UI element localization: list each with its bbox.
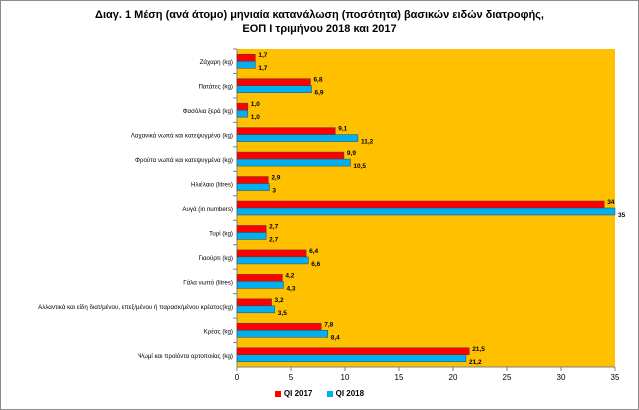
legend-label-2018: QI 2018 <box>335 389 365 398</box>
bar-2018-3 <box>236 134 359 142</box>
category-label-6: Αυγά (in numbers) <box>182 206 233 213</box>
data-label-2018-5: 3 <box>272 188 276 195</box>
bar-2018-1 <box>236 85 312 93</box>
legend-label-2017: QI 2017 <box>283 389 313 398</box>
category-label-3: Λαχανικά νωπά και κατεψυγμένα (kg) <box>131 133 233 140</box>
category-label-0: Ζάχαρη (kg) <box>200 59 233 66</box>
data-label-2018-10: 3,5 <box>278 310 287 317</box>
bar-2018-8 <box>236 256 309 265</box>
data-label-2018-11: 8,4 <box>331 334 340 341</box>
x-tick-label-6: 30 <box>557 373 566 382</box>
legend-item-2018: QI 2018 <box>326 389 365 398</box>
data-label-2018-2: 1,0 <box>251 114 260 121</box>
chart-title-line2: ΕΟΠ Ι τριμήνου 2018 και 2017 <box>242 23 397 35</box>
data-label-2017-3: 9,1 <box>338 126 347 133</box>
data-label-2017-7: 2,7 <box>269 223 278 230</box>
x-tick-label-2: 10 <box>341 373 350 382</box>
bar-2017-10 <box>236 298 272 307</box>
category-label-5: Ηλιέλαιο (litres) <box>191 182 233 189</box>
data-label-2017-1: 6,8 <box>313 77 322 84</box>
chart-title-line1: Διαγ. 1 Μέση (ανά άτομο) μηνιαία κατανάλ… <box>95 9 544 21</box>
data-label-2018-9: 4,3 <box>286 285 295 292</box>
category-label-4: Φρούτα νωπά και κατεψυγμένα (kg) <box>135 157 233 164</box>
x-tick-label-1: 5 <box>289 373 294 382</box>
data-label-2017-0: 1,7 <box>258 52 267 59</box>
bar-2018-10 <box>236 305 276 314</box>
x-tick-label-4: 20 <box>449 373 458 382</box>
bar-2018-11 <box>236 330 328 338</box>
data-label-2018-0: 1,7 <box>258 65 267 72</box>
data-label-2017-2: 1,0 <box>251 101 260 108</box>
data-label-2018-3: 11,2 <box>361 139 374 146</box>
bar-2017-1 <box>236 78 311 86</box>
data-label-2018-6: 35 <box>618 212 626 219</box>
category-label-7: Τυρί (kg) <box>209 230 233 237</box>
category-label-8: Γιαούρτι (kg) <box>198 255 233 262</box>
category-label-11: Κρέας (kg) <box>204 328 233 335</box>
chart-title: Διαγ. 1 Μέση (ανά άτομο) μηνιαία κατανάλ… <box>0 8 639 36</box>
legend: QI 2017 QI 2018 <box>0 389 639 398</box>
bar-2017-6 <box>236 200 605 209</box>
data-label-2017-9: 4,2 <box>285 272 294 279</box>
data-label-2017-11: 7,8 <box>324 321 333 328</box>
data-label-2017-5: 2,9 <box>271 175 280 182</box>
bar-2017-2 <box>236 102 249 111</box>
data-label-2017-6: 34 <box>607 199 615 206</box>
bar-2018-0 <box>236 60 256 69</box>
data-label-2017-10: 3,2 <box>275 297 284 304</box>
bar-2017-8 <box>236 249 307 258</box>
category-label-12: Ψωμί και προϊόντα αρτοποιίας (kg) <box>138 353 233 360</box>
bar-2018-5 <box>236 183 270 191</box>
bar-2018-9 <box>236 281 284 289</box>
data-label-2018-8: 6,6 <box>311 261 320 268</box>
category-label-9: Γάλα νωπό (litres) <box>183 279 233 286</box>
data-label-2017-12: 21,5 <box>472 346 485 353</box>
bar-2017-7 <box>236 225 267 233</box>
x-tick-label-0: 0 <box>235 373 240 382</box>
data-label-2018-4: 10,5 <box>353 163 366 170</box>
category-label-10: Αλλαντικά και είδη διατ/μένου, επεξ/μένο… <box>38 304 233 311</box>
bar-2018-2 <box>236 109 249 118</box>
x-tick-label-5: 25 <box>503 373 512 382</box>
bar-2017-4 <box>236 151 345 160</box>
bar-2018-6 <box>236 207 616 216</box>
bar-2017-5 <box>236 176 269 184</box>
data-label-2018-12: 21,2 <box>469 359 482 366</box>
data-label-2017-4: 9,9 <box>347 150 356 157</box>
legend-swatch-2017 <box>274 390 281 397</box>
legend-item-2017: QI 2017 <box>274 389 313 398</box>
bar-2017-9 <box>236 274 283 282</box>
bar-2017-12 <box>236 347 470 356</box>
x-tick-label-3: 15 <box>395 373 404 382</box>
bar-2018-4 <box>236 158 351 167</box>
bar-2017-11 <box>236 323 322 331</box>
bar-2017-0 <box>236 53 256 62</box>
bar-2018-12 <box>236 354 467 363</box>
bar-2018-7 <box>236 232 267 240</box>
data-label-2018-1: 6,9 <box>315 90 324 97</box>
data-label-2018-7: 2,7 <box>269 236 278 243</box>
category-label-2: Φασόλια ξερά (kg) <box>183 108 233 115</box>
x-tick-label-7: 35 <box>611 373 620 382</box>
bar-2017-3 <box>236 127 336 135</box>
category-label-1: Πατάτες (kg) <box>198 84 233 91</box>
legend-swatch-2018 <box>326 390 333 397</box>
data-label-2017-8: 6,4 <box>309 248 318 255</box>
